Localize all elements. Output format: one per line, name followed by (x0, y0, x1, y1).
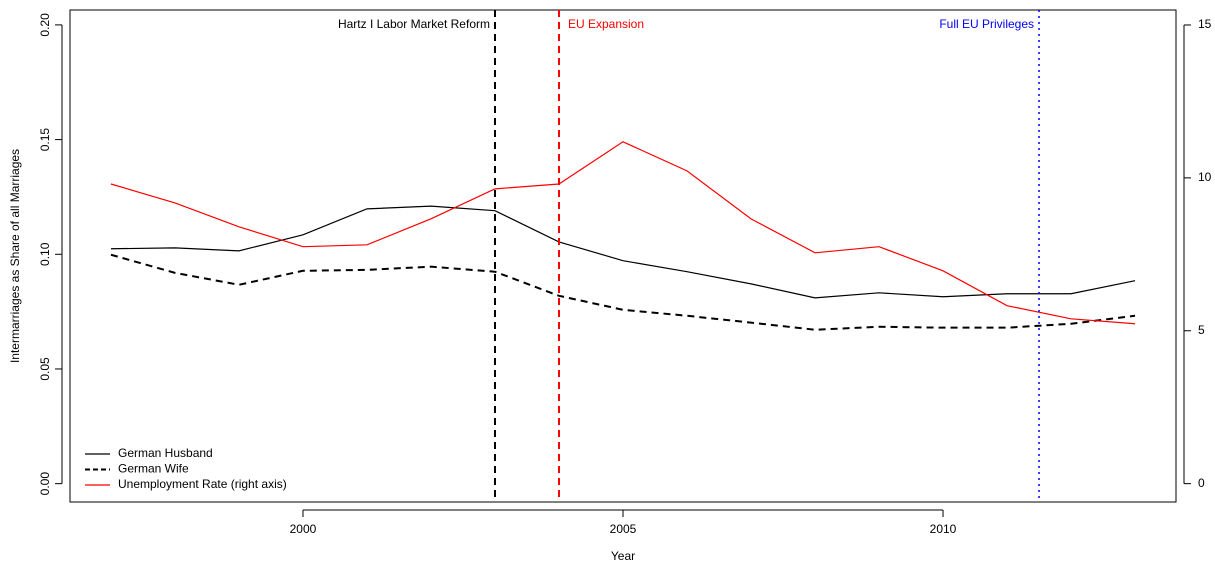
y-tick-label: 0.20 (38, 13, 52, 37)
legend-label: Unemployment Rate (right axis) (118, 477, 287, 491)
series-line (110, 253, 1136, 331)
y2-tick-label: 15 (1198, 17, 1212, 31)
event-label: Hartz I Labor Market Reform (338, 17, 490, 31)
y-tick-label: 0.00 (38, 472, 52, 496)
legend-label: German Husband (118, 446, 213, 460)
y-axis-label: Intermarriages as Share of all Marriages (8, 149, 22, 363)
y-tick-label: 0.10 (38, 242, 52, 266)
series-line (110, 205, 1136, 299)
event-label: EU Expansion (568, 17, 644, 31)
x-tick-label: 2005 (610, 522, 637, 536)
x-axis-label: Year (611, 549, 635, 563)
event-label: Full EU Privileges (939, 17, 1034, 31)
x-tick-label: 2010 (930, 522, 957, 536)
plot-box (69, 9, 1177, 503)
y-tick-label: 0.15 (38, 128, 52, 152)
x-tick-label: 2000 (290, 522, 317, 536)
y2-tick-label: 5 (1198, 323, 1205, 337)
y2-tick-label: 10 (1198, 170, 1212, 184)
series-line (110, 141, 1136, 325)
legend-label: German Wife (118, 462, 189, 476)
y2-tick-label: 0 (1198, 476, 1205, 490)
y-tick-label: 0.05 (38, 357, 52, 381)
